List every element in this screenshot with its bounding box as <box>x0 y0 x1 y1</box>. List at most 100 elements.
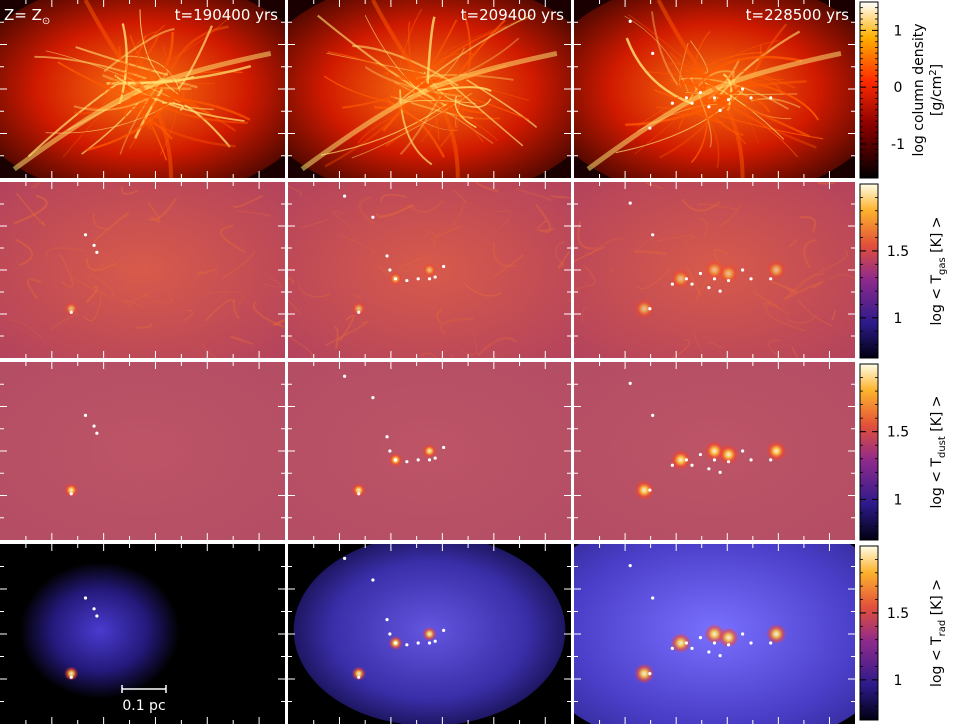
colorbar-title-unit: [g/cm2] <box>928 64 945 116</box>
star-marker <box>670 101 674 105</box>
panel-r3-c3 <box>574 362 855 540</box>
star-marker <box>433 456 437 460</box>
star-marker <box>628 381 632 385</box>
star-marker <box>769 96 773 100</box>
star-marker <box>718 470 722 474</box>
colorbar-1: 1 0 -1 log column density [g/cm2] <box>859 1 945 179</box>
panel-r1-c1 <box>0 0 285 178</box>
panel-r4-c1 <box>0 544 285 724</box>
scale-bar-label: 0.1 pc <box>122 698 165 714</box>
colorbar-4: 1.5 1 log < Trad [K] > <box>859 545 948 721</box>
colorbar-title: log column density <box>911 23 927 156</box>
star-marker <box>741 268 745 272</box>
star-marker <box>433 639 437 643</box>
colorbar-tick-label: 1 <box>894 23 903 39</box>
star-marker <box>651 413 655 417</box>
star-marker <box>371 578 375 582</box>
star-marker <box>95 250 99 254</box>
star-marker <box>405 278 409 283</box>
colorbar-tick-label: 1.5 <box>887 425 909 441</box>
star-marker <box>393 458 398 462</box>
star-marker <box>388 268 392 272</box>
star-marker <box>427 277 432 281</box>
star-marker <box>83 596 88 600</box>
star-marker <box>712 277 717 281</box>
star-marker <box>628 564 632 568</box>
star-marker <box>427 458 432 462</box>
panel-r3-c1 <box>0 362 285 540</box>
star-marker <box>707 286 711 290</box>
star-marker <box>69 492 73 496</box>
star-marker <box>69 310 73 314</box>
star-marker <box>343 556 347 561</box>
star-marker <box>371 396 375 400</box>
star-marker <box>416 277 420 281</box>
star-marker <box>388 632 392 636</box>
panel-r3-c2 <box>288 362 571 540</box>
colorbar-title: log < Tgas [K] > <box>929 217 948 326</box>
star-marker <box>385 435 389 439</box>
star-marker <box>357 310 361 314</box>
star-marker <box>726 460 731 464</box>
colorbar-tick-label: 1 <box>894 673 903 689</box>
star-marker <box>769 458 773 462</box>
star-marker <box>718 289 722 293</box>
star-marker <box>707 650 711 654</box>
star-marker <box>698 636 703 640</box>
star-marker <box>741 632 745 636</box>
panel-grid <box>0 0 855 724</box>
colorbar-tick-label: 1 <box>894 311 903 327</box>
star-marker <box>749 96 753 100</box>
panel-r2-c3 <box>574 182 855 358</box>
colorbar-tick-label: -1 <box>891 137 905 153</box>
star-marker <box>712 96 717 100</box>
star-marker <box>442 628 446 633</box>
colorbar-title: log < Trad [K] > <box>929 579 948 687</box>
colorbar-tick-label: 1 <box>894 492 903 508</box>
star-marker <box>718 108 722 112</box>
star-marker <box>388 449 392 453</box>
time-label-1: t=190400 yrs <box>175 6 279 24</box>
star-marker <box>343 374 347 378</box>
star-marker <box>393 641 398 645</box>
star-marker <box>749 277 753 281</box>
colorbar-tick-label: 0 <box>894 80 903 96</box>
colorbars: 1 0 -1 log column density [g/cm2] 1.5 1 log < T… <box>859 1 948 721</box>
scale-bar: 0.1 pc <box>121 685 167 714</box>
time-label-3: t=228500 yrs <box>746 6 850 24</box>
star-marker <box>648 672 652 676</box>
star-marker <box>83 233 88 237</box>
metallicity-label: Z= Z⊙ <box>4 6 50 27</box>
star-marker <box>357 675 361 679</box>
star-marker <box>651 596 655 600</box>
star-marker <box>712 458 717 462</box>
colorbar-2: 1.5 1 log < Tgas [K] > <box>859 183 948 359</box>
colorbar-title: log < Tdust [K] > <box>929 395 948 508</box>
colorbar-tick-label: 1.5 <box>887 244 909 260</box>
star-marker <box>416 641 420 645</box>
star-marker <box>741 87 745 91</box>
star-marker <box>83 413 88 417</box>
star-marker <box>385 254 389 258</box>
star-marker <box>651 233 655 237</box>
panel-r4-c2 <box>288 544 571 724</box>
star-marker <box>92 243 96 247</box>
star-marker <box>69 675 73 679</box>
star-marker <box>651 51 655 56</box>
colorbar-tick-label: 1.5 <box>887 606 909 622</box>
time-label-2: t=209400 yrs <box>461 6 565 24</box>
star-marker <box>690 646 694 651</box>
star-marker <box>698 271 703 276</box>
star-marker <box>684 96 689 100</box>
star-marker <box>690 101 694 105</box>
star-marker <box>670 463 674 467</box>
panel-r1-c3 <box>574 0 855 178</box>
star-marker <box>385 618 389 622</box>
panel-r2-c2 <box>288 182 571 358</box>
star-marker <box>690 463 694 467</box>
star-marker <box>670 646 674 651</box>
star-marker <box>393 277 398 281</box>
star-marker <box>442 264 446 269</box>
star-marker <box>648 488 652 492</box>
